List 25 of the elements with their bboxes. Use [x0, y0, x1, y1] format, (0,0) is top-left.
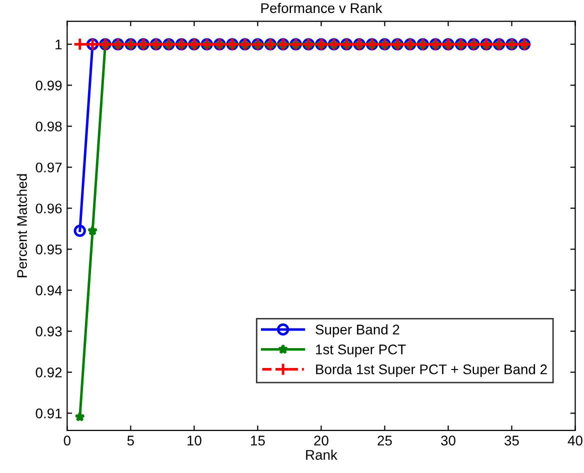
y-tick-label: 0.97 — [36, 162, 62, 172]
x-tick-label: 35 — [504, 436, 519, 446]
x-tick-label: 40 — [568, 436, 582, 446]
y-tick-label: 0.91 — [36, 408, 62, 418]
x-tick-label: 25 — [378, 436, 392, 446]
x-tick-label: 5 — [127, 436, 134, 446]
x-tick-label: 0 — [64, 436, 70, 446]
x-tick-label: 30 — [441, 436, 456, 446]
y-tick-label: 1 — [56, 40, 62, 50]
y-axis-title: Percent Matched — [16, 174, 27, 278]
y-tick-label: 0.98 — [36, 122, 62, 132]
y-tick-label: 0.95 — [36, 244, 62, 254]
y-tick-label: 0.96 — [36, 204, 62, 214]
legend-label: Super Band 2 — [316, 324, 400, 338]
x-axis-title: Rank — [306, 450, 338, 460]
y-tick-label: 0.92 — [36, 368, 62, 378]
y-tick-label: 0.99 — [36, 80, 62, 90]
x-tick-label: 15 — [251, 436, 265, 446]
legend-label: 1st Super PCT — [316, 344, 406, 358]
x-tick-label: 20 — [314, 436, 328, 446]
x-tick-label: 10 — [188, 436, 202, 446]
y-tick-label: 0.94 — [36, 286, 62, 296]
legend-label: Borda 1st Super PCT + Super Band 2 — [316, 364, 547, 378]
y-tick-label: 0.93 — [36, 326, 62, 336]
chart-title: Peformance v Rank — [261, 2, 382, 14]
